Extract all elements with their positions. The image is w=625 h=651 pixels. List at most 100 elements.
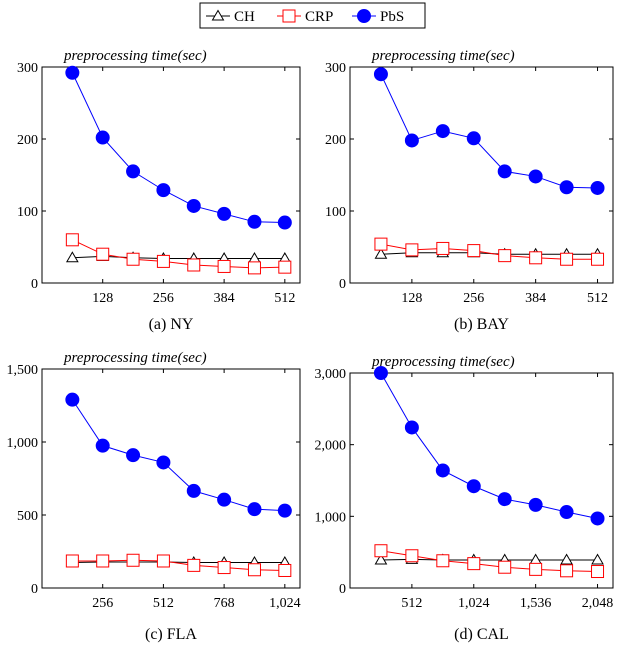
data-point-crp (498, 249, 512, 263)
data-point-crp (374, 544, 388, 558)
data-point-pbs (435, 124, 450, 139)
data-point-pbs (156, 455, 171, 470)
data-point-pbs (95, 438, 110, 453)
data-point-pbs (186, 483, 201, 498)
y-axis-label: preprocessing time(sec) (371, 48, 515, 64)
plot-frame (41, 368, 301, 589)
y-tick-label: 0 (339, 277, 346, 292)
data-point-crp (156, 254, 170, 268)
data-point-crp (217, 259, 231, 273)
y-tick-label: 200 (325, 133, 346, 148)
series-pbs (65, 392, 292, 518)
x-tick-label: 256 (463, 291, 484, 306)
y-tick-label: 300 (17, 61, 38, 76)
data-point-pbs (95, 130, 110, 145)
legend-box (199, 2, 426, 29)
series-pbs (65, 65, 292, 230)
data-point-pbs (373, 67, 388, 82)
data-point-ch (529, 553, 543, 565)
y-tick-label: 500 (17, 509, 38, 524)
y-tick-label: 0 (31, 582, 38, 597)
data-point-pbs (528, 169, 543, 184)
data-point-pbs (590, 511, 605, 526)
data-point-pbs (277, 503, 292, 518)
data-point-crp (560, 252, 574, 266)
legend-marker-ch (211, 9, 225, 21)
chart-3: preprocessing time(sec) 0 500 1,000 1,500 256… (7, 350, 301, 643)
data-point-pbs (466, 131, 481, 146)
data-point-crp (156, 554, 170, 568)
legend: CH CRP PbS (199, 2, 426, 29)
x-tick-label: 384 (525, 291, 546, 306)
legend-marker-pbs (357, 9, 371, 23)
data-point-crp (65, 554, 79, 568)
plot-frame (349, 66, 614, 284)
data-point-ch (65, 251, 79, 263)
data-point-crp (529, 251, 543, 265)
data-point-crp (560, 564, 574, 578)
data-point-pbs (126, 164, 141, 179)
data-point-crp (278, 260, 292, 274)
x-tick-label: 384 (214, 291, 235, 306)
y-tick-label: 2,000 (315, 439, 347, 454)
y-tick-label: 1,000 (315, 510, 347, 525)
data-point-crp (591, 565, 605, 579)
data-point-pbs (277, 215, 292, 230)
data-point-crp (529, 562, 543, 576)
data-point-crp (187, 258, 201, 272)
charts: preprocessing time(sec) 0 100 200 300 128 256 3… (7, 48, 614, 643)
series-line-pbs (380, 73, 598, 189)
y-tick-label: 0 (31, 277, 38, 292)
chart-2: preprocessing time(sec) 0 100 200 300 128 256 3… (325, 48, 614, 333)
data-point-ch (374, 247, 388, 259)
x-tick-label: 256 (92, 596, 113, 611)
legend-label-crp: CRP (305, 9, 333, 25)
data-point-pbs (559, 505, 574, 520)
data-point-pbs (247, 502, 262, 517)
data-point-crp (247, 261, 261, 275)
data-point-crp (126, 553, 140, 567)
data-point-crp (405, 549, 419, 563)
data-point-crp (65, 233, 79, 247)
data-point-pbs (559, 180, 574, 195)
chart-caption: (d) CAL (454, 626, 509, 643)
data-point-crp (498, 560, 512, 574)
data-point-ch (248, 252, 261, 264)
x-tick-label: 256 (153, 291, 174, 306)
y-tick-label: 3,000 (315, 367, 347, 382)
y-tick-label: 0 (339, 582, 346, 597)
x-tick-label: 2,048 (582, 596, 614, 611)
data-point-pbs (590, 180, 605, 195)
data-point-pbs (497, 164, 512, 179)
x-tick-label: 512 (587, 291, 608, 306)
x-tick-label: 512 (401, 596, 422, 611)
data-point-crp (467, 244, 481, 258)
x-tick-label: 512 (274, 291, 295, 306)
data-point-pbs (126, 448, 141, 463)
chart-caption: (b) BAY (454, 316, 509, 333)
data-point-crp (126, 252, 140, 266)
data-point-crp (405, 243, 419, 257)
y-axis-label: preprocessing time(sec) (63, 48, 207, 64)
y-tick-label: 1,000 (7, 436, 39, 451)
data-point-ch (591, 553, 604, 565)
data-point-crp (96, 247, 110, 261)
data-point-crp (96, 554, 110, 568)
series-line-pbs (71, 399, 285, 512)
data-point-pbs (65, 392, 80, 407)
legend-label-ch: CH (234, 9, 255, 25)
x-tick-label: 1,024 (269, 596, 301, 611)
data-point-crp (187, 558, 201, 572)
data-point-pbs (156, 183, 171, 198)
data-point-pbs (404, 133, 419, 148)
series-pbs (373, 67, 605, 195)
legend-label-pbs: PbS (380, 9, 404, 25)
x-tick-label: 128 (92, 291, 113, 306)
legend-marker-crp (282, 9, 296, 23)
y-tick-label: 1,500 (7, 363, 39, 378)
data-point-pbs (435, 463, 450, 478)
data-point-pbs (186, 198, 201, 213)
chart-4: preprocessing time(sec) 0 1,000 2,000 3,000 5… (315, 354, 614, 643)
data-point-pbs (217, 492, 232, 507)
data-point-crp (436, 554, 450, 568)
